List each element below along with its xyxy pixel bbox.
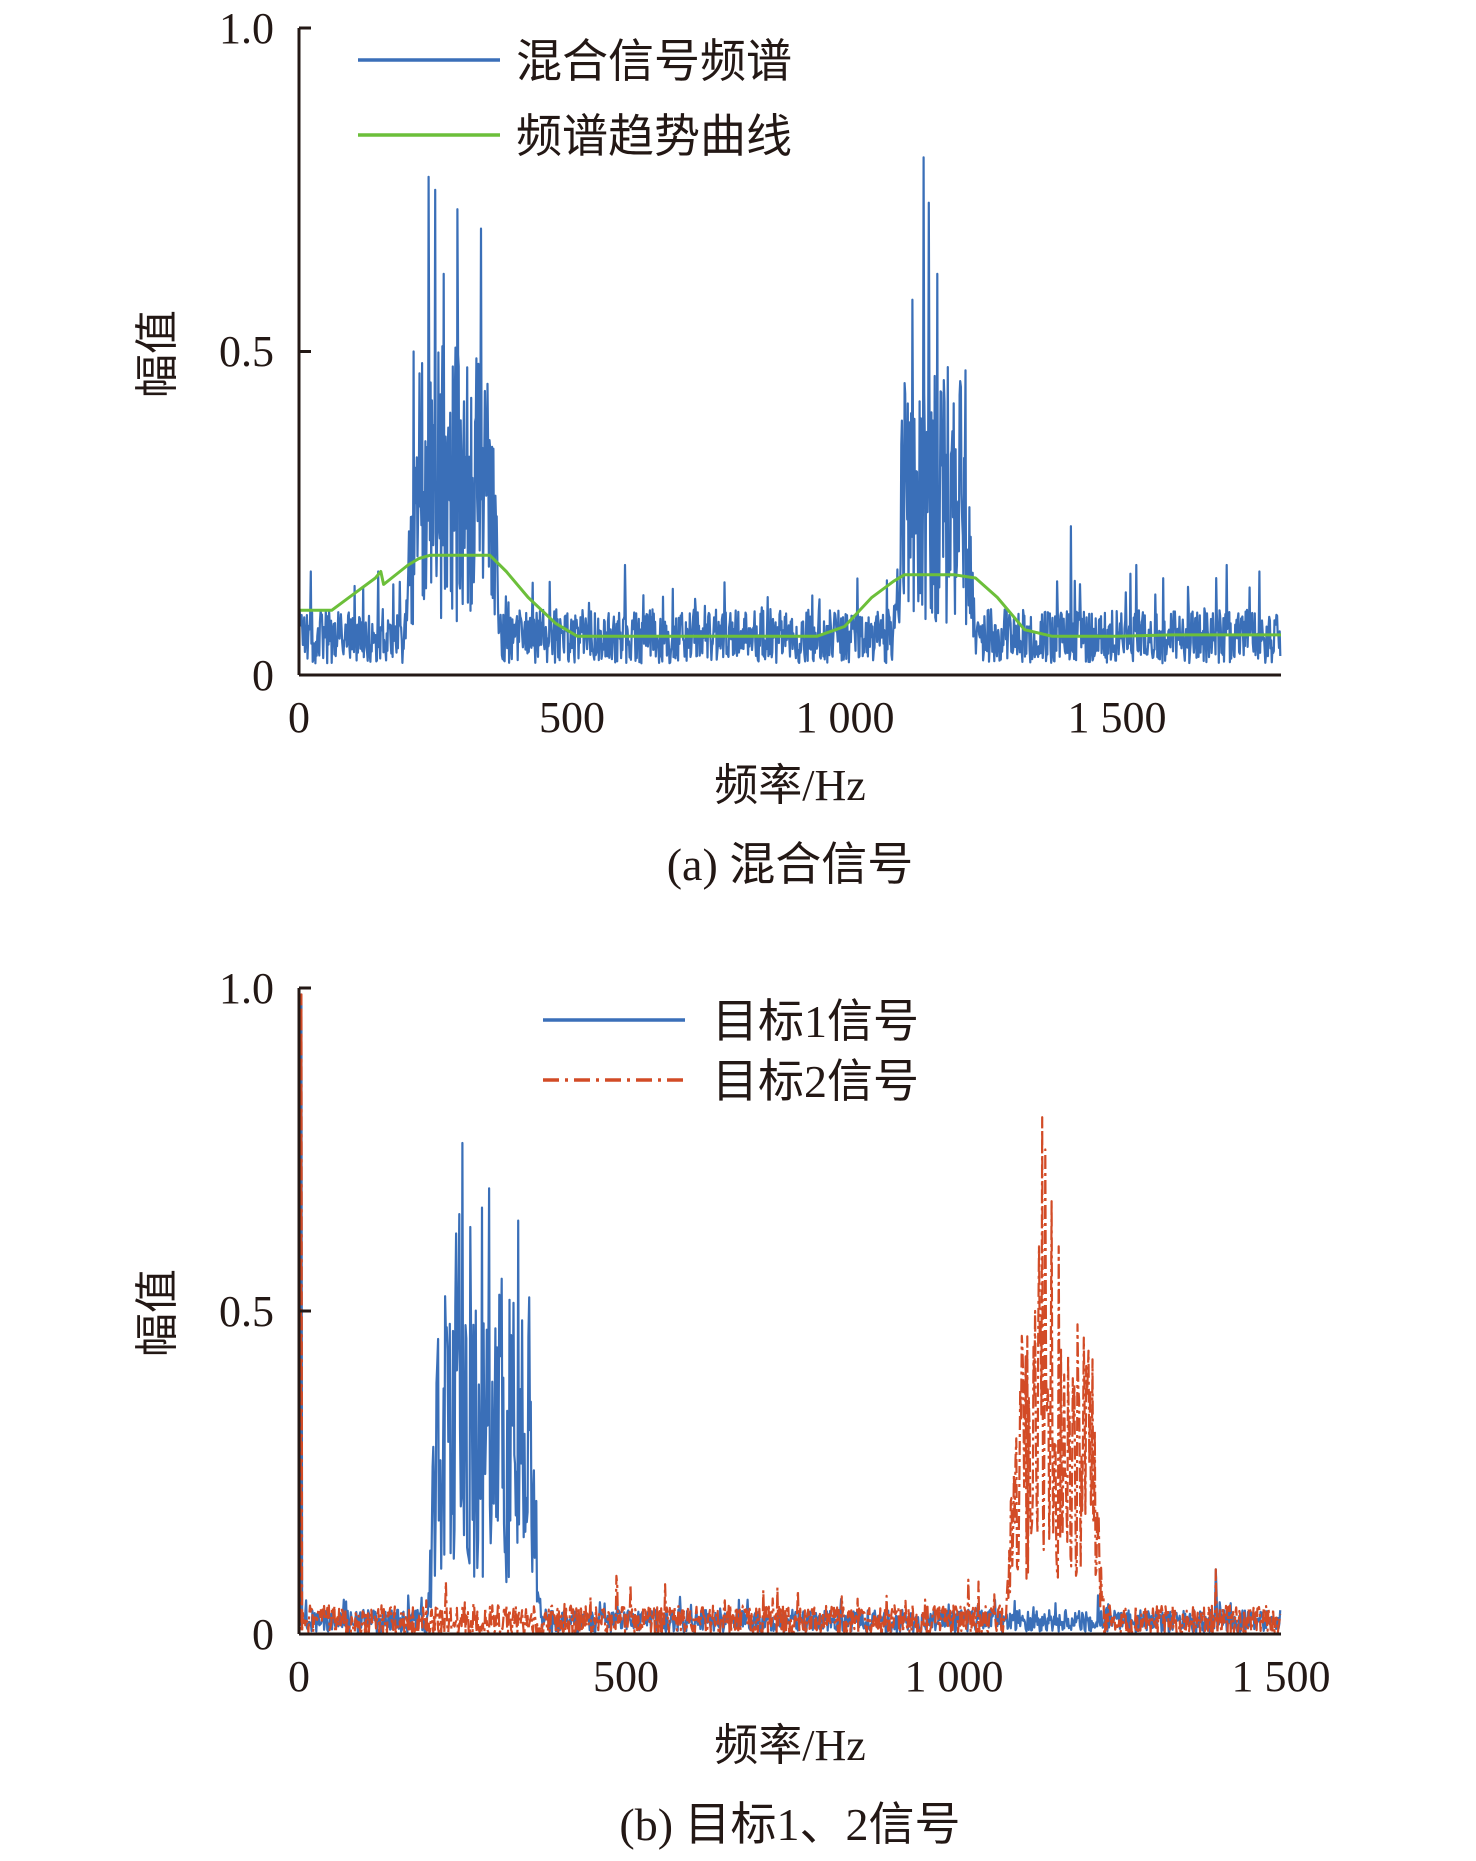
xtick-label-1000: 1 000 — [796, 693, 895, 742]
ytick-label-0.5: 0.5 — [219, 1287, 274, 1336]
x-axis-title-b: 频率/Hz — [714, 1721, 866, 1770]
y-ticks-b — [299, 986, 311, 1636]
xtick-label-500: 500 — [539, 693, 605, 742]
chart-panel-a: 混合信号频谱 频谱趋势曲线 1.0 0.5 0 0 500 1 000 1 50… — [133, 4, 1282, 890]
y-axis-title-a: 幅值 — [133, 310, 182, 398]
legend-label-target2: 目标2信号 — [712, 1056, 919, 1107]
xtick-label-1500: 1 500 — [1068, 693, 1167, 742]
series-layer-b — [297, 993, 1282, 1634]
xtick-label-0: 0 — [288, 693, 310, 742]
chart-panel-b: 目标1信号 目标2信号 1.0 0.5 0 0 500 1 000 1 500 … — [133, 964, 1331, 1850]
xtick-label-500: 500 — [593, 1652, 659, 1701]
xtick-label-1500: 1 500 — [1232, 1652, 1331, 1701]
legend-label-target1: 目标1信号 — [712, 996, 919, 1047]
legend-a: 混合信号频谱 频谱趋势曲线 — [358, 36, 792, 162]
ytick-label-1.0: 1.0 — [219, 4, 274, 53]
y-axis-title-b: 幅值 — [133, 1269, 182, 1357]
ytick-label-0: 0 — [252, 1610, 274, 1659]
series-line-a-1 — [299, 553, 1281, 638]
ytick-label-0.5: 0.5 — [219, 327, 274, 376]
legend-label-trend-curve: 频谱趋势曲线 — [516, 111, 792, 162]
ytick-label-1.0: 1.0 — [219, 964, 274, 1013]
x-axis-title-a: 频率/Hz — [714, 761, 866, 810]
caption-a: (a) 混合信号 — [667, 839, 914, 890]
legend-b: 目标1信号 目标2信号 — [543, 996, 919, 1107]
xtick-label-0: 0 — [288, 1652, 310, 1701]
legend-label-mixed-spectrum: 混合信号频谱 — [516, 36, 792, 87]
xtick-label-1000: 1 000 — [905, 1652, 1004, 1701]
caption-b: (b) 目标1、2信号 — [619, 1799, 960, 1850]
ytick-label-0: 0 — [252, 651, 274, 700]
series-layer-a — [297, 156, 1282, 665]
series-line-b-1 — [297, 993, 1282, 1634]
y-ticks-a — [299, 26, 311, 677]
series-line-a-0 — [297, 156, 1282, 665]
